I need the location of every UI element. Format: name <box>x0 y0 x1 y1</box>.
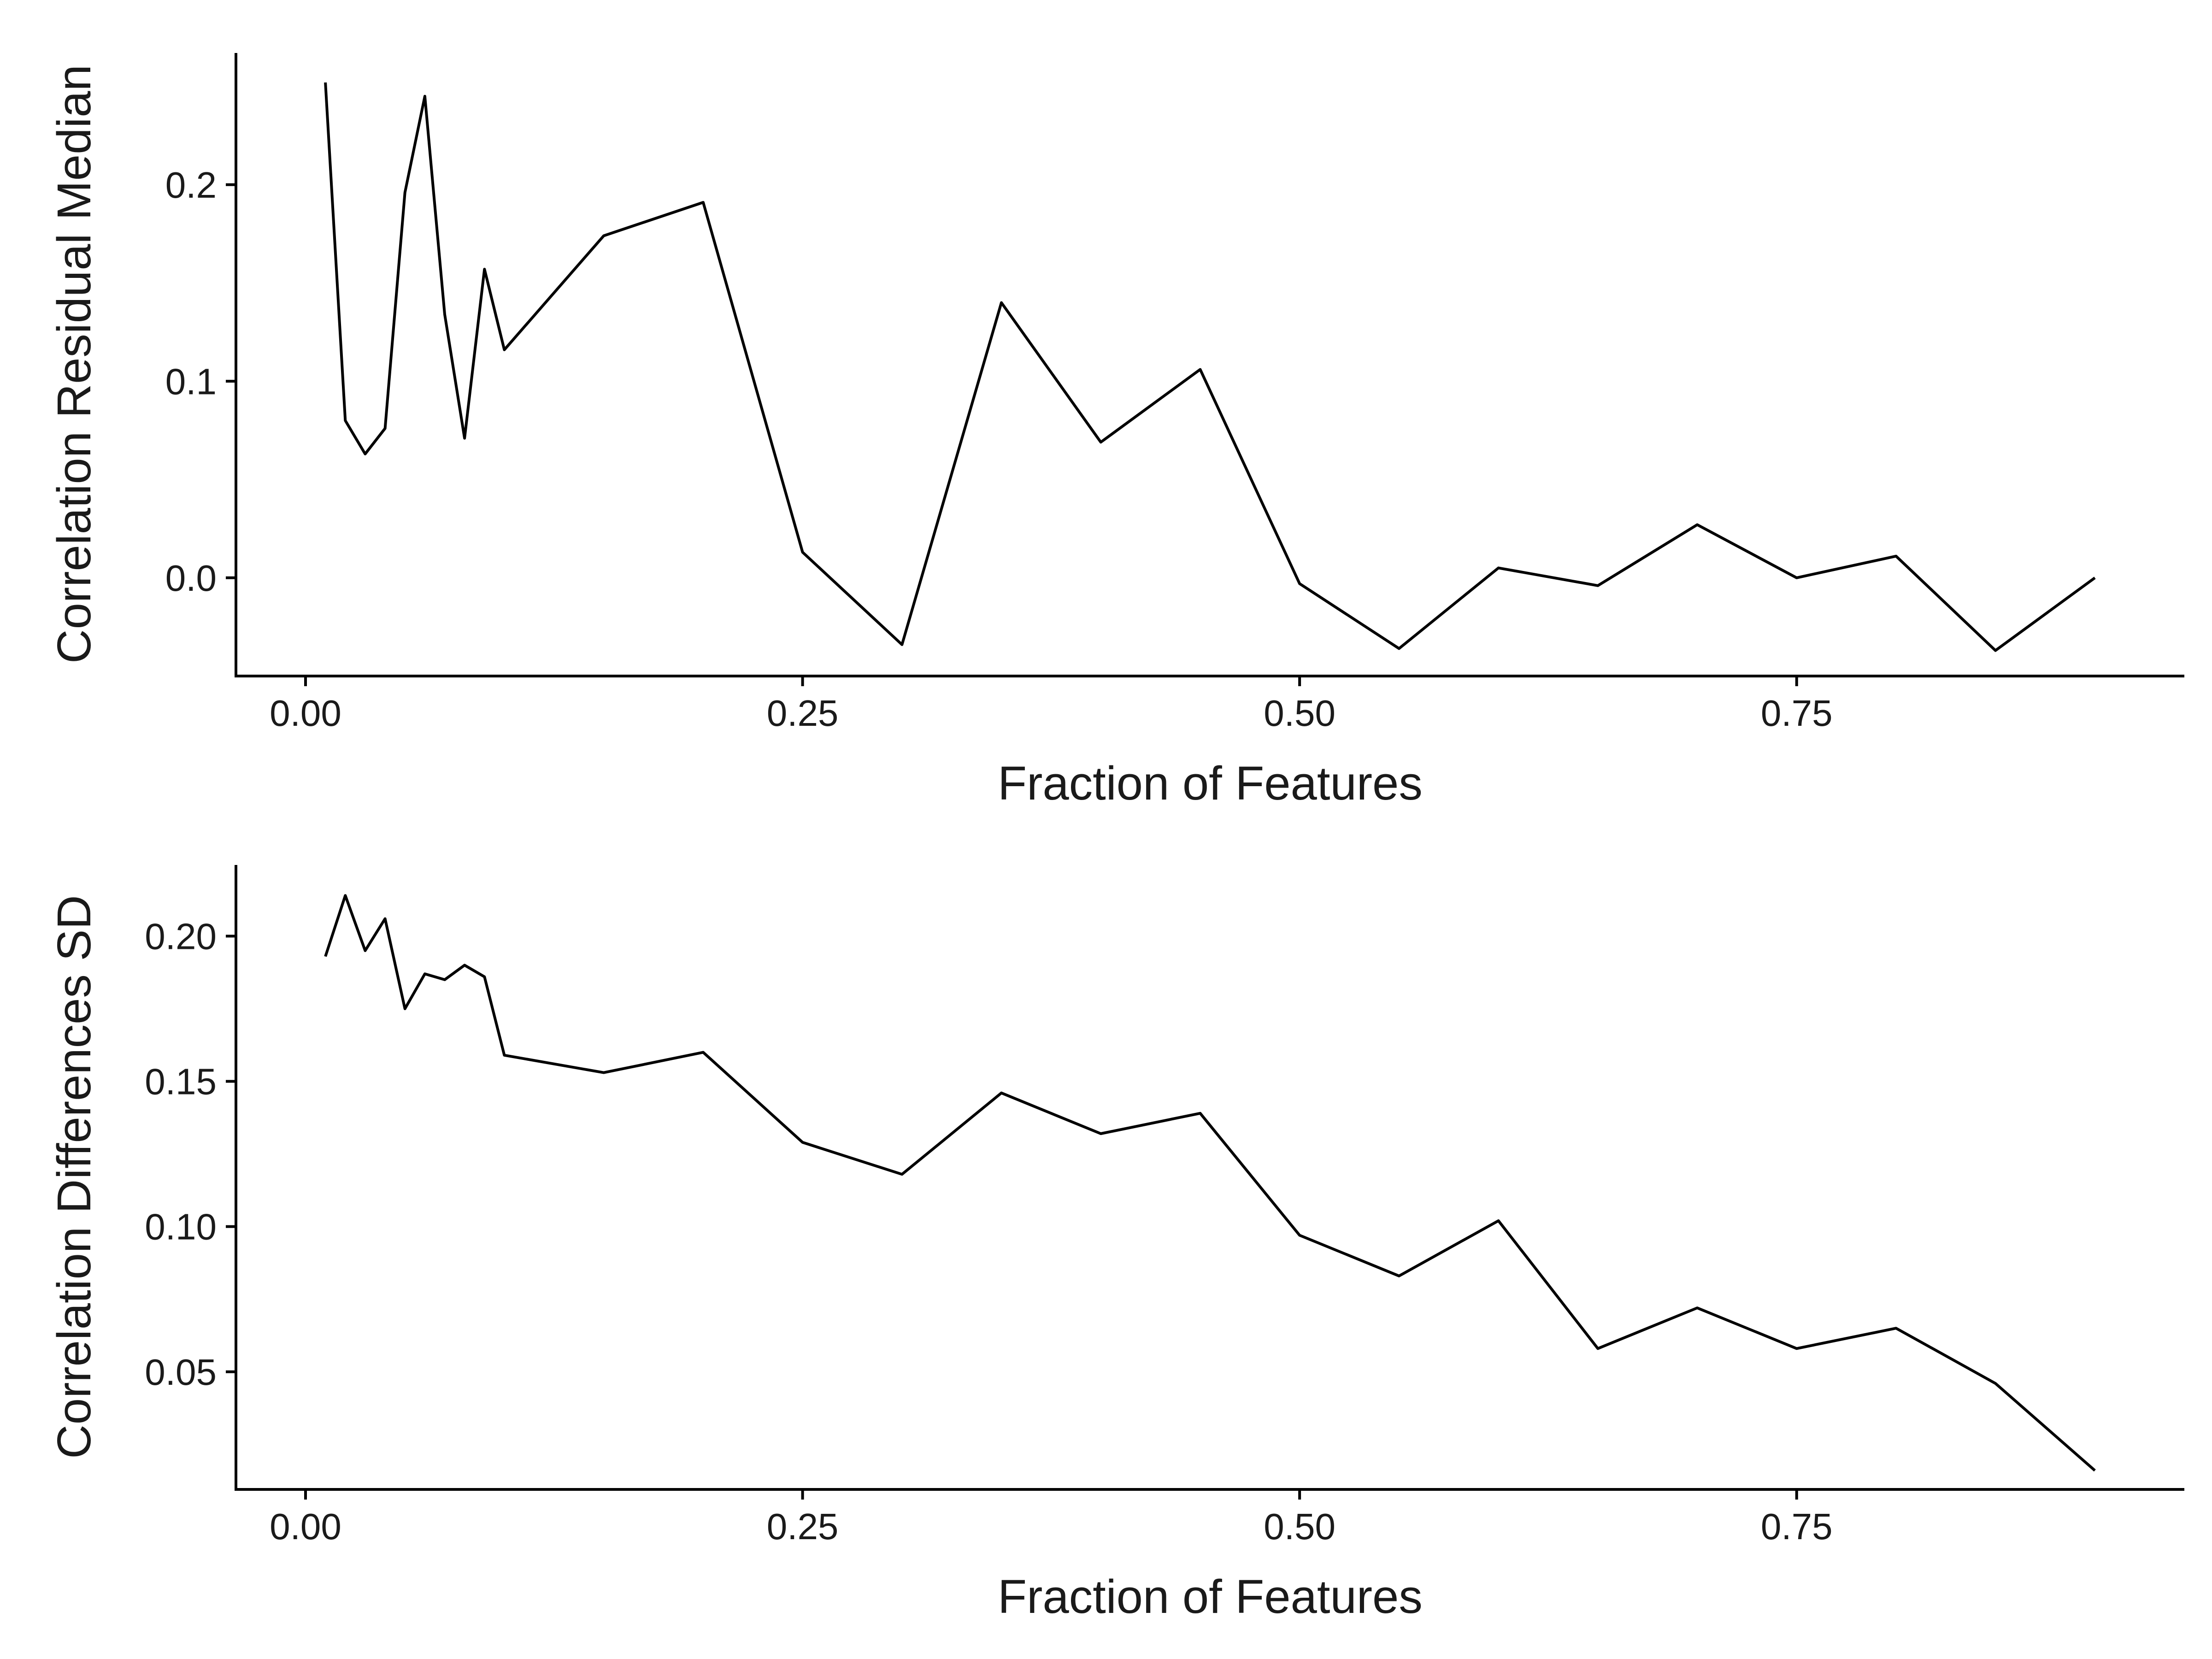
top-y-tick-label: 0.0 <box>165 558 217 599</box>
top-y-tick-label: 0.2 <box>165 165 217 206</box>
bottom-panel: 0.05 0.10 0.15 0.20 0.00 0.25 0.50 0.75 Fracti… <box>47 865 2184 1623</box>
bottom-y-tick-label: 0.05 <box>145 1352 217 1393</box>
top-x-tick-label: 0.00 <box>270 693 341 734</box>
bottom-y-tick-label: 0.15 <box>145 1061 217 1102</box>
top-x-axis-title: Fraction of Features <box>998 757 1423 810</box>
bottom-x-tick-label: 0.75 <box>1761 1506 1833 1547</box>
top-panel: 0.0 0.1 0.2 0.00 0.25 0.50 0.75 Fraction of F… <box>47 53 2184 810</box>
bottom-series-line <box>324 894 2096 1472</box>
top-x-tick-label: 0.25 <box>767 693 839 734</box>
top-y-tick-label: 0.1 <box>165 361 217 402</box>
bottom-x-tick-label: 0.25 <box>767 1506 839 1547</box>
bottom-y-ticks: 0.05 0.10 0.15 0.20 <box>145 916 236 1393</box>
bottom-x-tick-label: 0.50 <box>1264 1506 1335 1547</box>
bottom-y-tick-label: 0.10 <box>145 1206 217 1247</box>
top-x-ticks: 0.00 0.25 0.50 0.75 <box>270 676 1833 734</box>
bottom-x-tick-label: 0.00 <box>270 1506 341 1547</box>
top-x-tick-label: 0.75 <box>1761 693 1833 734</box>
bottom-x-ticks: 0.00 0.25 0.50 0.75 <box>270 1489 1833 1547</box>
top-y-axis-title: Correlation Residual Median <box>47 65 100 664</box>
top-y-ticks: 0.0 0.1 0.2 <box>165 165 236 599</box>
bottom-x-axis-title: Fraction of Features <box>998 1570 1423 1623</box>
bottom-y-axis-title: Correlation Differences SD <box>47 895 100 1459</box>
bottom-y-tick-label: 0.20 <box>145 916 217 957</box>
top-x-tick-label: 0.50 <box>1264 693 1335 734</box>
top-series-line <box>324 82 2096 652</box>
